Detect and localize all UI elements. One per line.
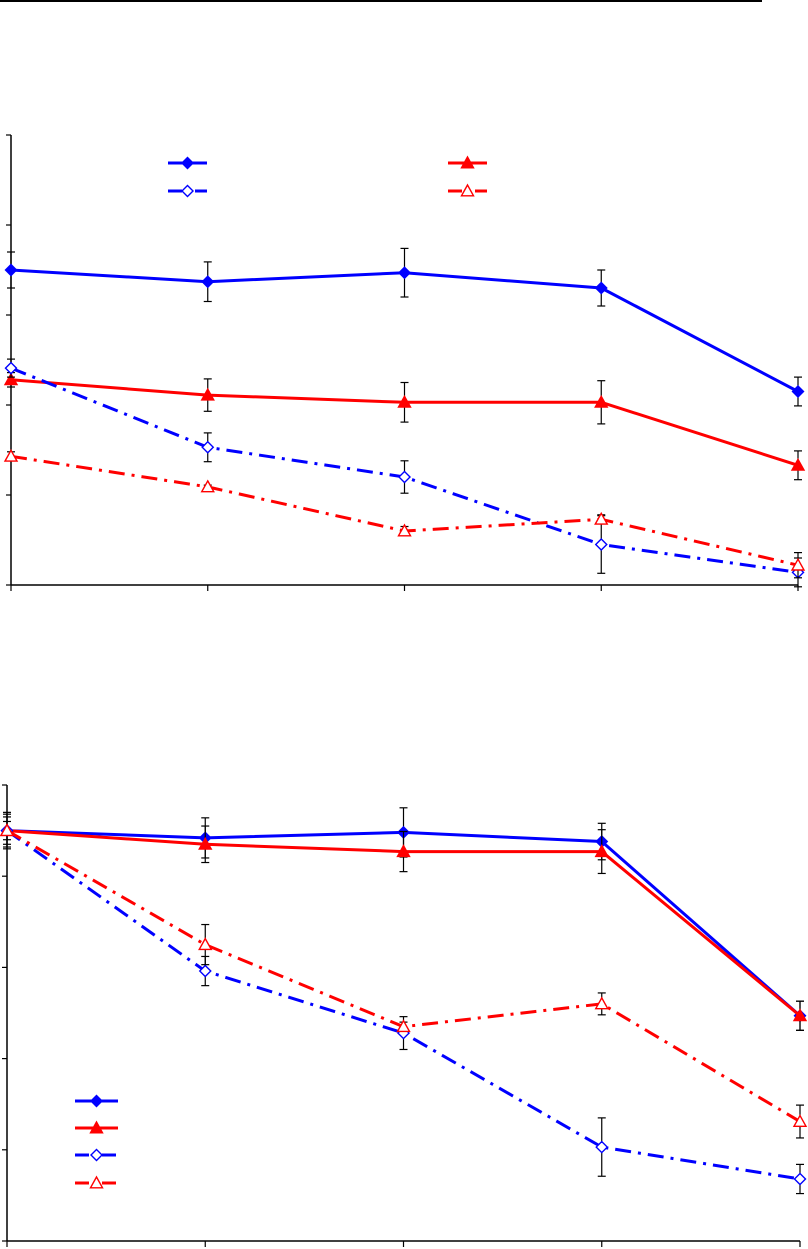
series-4-point: [200, 479, 215, 493]
series-4-point: [790, 557, 806, 571]
series-2-point: [594, 844, 609, 858]
series-4-point: [3, 448, 19, 462]
series-3-line: [6, 829, 801, 1181]
series-2-point: [396, 844, 411, 858]
chart-2: [0, 784, 808, 1247]
series-4-point: [792, 1114, 808, 1128]
series-1-point: [201, 275, 215, 289]
series-4-point: [0, 823, 15, 837]
series-3-point: [198, 964, 212, 978]
series-3-point: [793, 1172, 807, 1186]
series-3-point: [594, 538, 608, 551]
series-1-point: [4, 263, 18, 277]
series-3-point: [398, 470, 411, 484]
series-3-point: [4, 361, 18, 375]
series-4-line: [6, 829, 801, 1123]
chart-1: [3, 134, 806, 591]
legend-marker-3: [90, 1148, 103, 1162]
series-2-point: [200, 387, 215, 401]
legend-marker-2: [460, 155, 475, 169]
series-1-point: [594, 281, 608, 295]
series-2-point: [198, 836, 213, 850]
series-4-point: [396, 1019, 411, 1033]
series-2-point: [790, 457, 806, 471]
legend-marker-4: [89, 1175, 104, 1189]
series-4-point: [594, 511, 609, 525]
series-4-point: [594, 996, 609, 1010]
legend-marker-4: [460, 183, 475, 197]
series-3-point: [201, 440, 215, 454]
series-1-point: [398, 266, 411, 280]
series-4-point: [397, 523, 412, 537]
legend-marker-3: [181, 184, 194, 198]
series-2-point: [594, 394, 609, 408]
series-1-point: [791, 385, 805, 398]
series-3-point: [595, 1140, 609, 1154]
top-rule: [0, 0, 762, 2]
series-4-point: [198, 937, 213, 951]
series-2-point: [397, 394, 412, 408]
series-2-point: [3, 372, 19, 386]
series-2-point: [792, 1008, 808, 1022]
legend-marker-1: [181, 156, 194, 170]
legend-marker-2: [89, 1120, 104, 1134]
legend-marker-1: [90, 1094, 103, 1108]
